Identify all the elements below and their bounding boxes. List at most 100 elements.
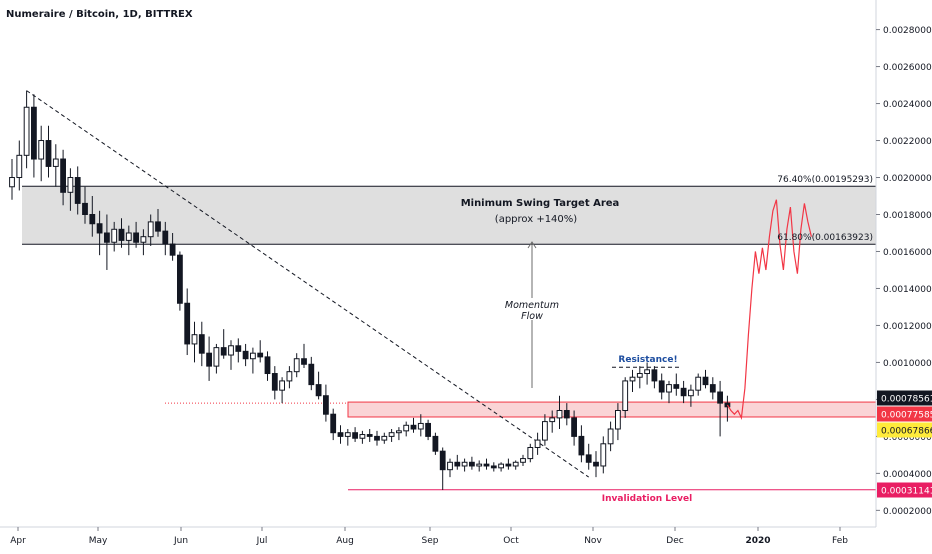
candle-body <box>447 461 453 471</box>
candle-body <box>31 106 37 160</box>
candle <box>9 159 15 200</box>
candle-body <box>695 376 702 391</box>
chart-title: Numeraire / Bitcoin, 1D, BITTREX <box>6 9 193 20</box>
candle <box>352 427 359 442</box>
candle-body <box>680 387 687 397</box>
y-tick-label: 0.00040000 <box>883 470 932 480</box>
candle-body <box>505 463 512 467</box>
candle-body <box>542 421 548 441</box>
candle-body <box>177 254 183 304</box>
candle-body <box>169 243 176 256</box>
candle <box>315 371 322 400</box>
candle <box>366 428 373 442</box>
candle <box>702 369 709 389</box>
candle-body <box>432 435 439 452</box>
candle-body <box>585 454 592 463</box>
target-zone-title: Minimum Swing Target Area <box>461 198 620 209</box>
candle <box>31 94 37 178</box>
candle-body <box>9 177 15 188</box>
price-badge <box>877 422 932 438</box>
candle-body <box>534 439 541 448</box>
candle-body <box>89 213 96 225</box>
candle-body <box>636 373 643 378</box>
y-tick-label: 0.00280000 <box>883 26 932 36</box>
candle <box>45 125 52 178</box>
candle-body <box>191 334 198 345</box>
candle <box>191 321 198 363</box>
candle <box>490 462 497 472</box>
candle <box>563 403 570 426</box>
candle-body <box>330 413 337 434</box>
candle <box>680 380 687 404</box>
x-tick-label: Apr <box>10 536 26 546</box>
candle-body <box>315 384 322 397</box>
candle <box>337 425 344 444</box>
y-tick-label: 0.00120000 <box>883 322 932 332</box>
candle <box>147 214 154 246</box>
candle <box>133 221 139 248</box>
y-tick-label: 0.00140000 <box>883 285 932 295</box>
candle <box>264 351 271 381</box>
candle-body <box>140 236 147 243</box>
candle-body <box>629 376 636 382</box>
candle <box>381 432 388 444</box>
candle-body <box>16 154 23 179</box>
candle <box>520 454 526 466</box>
candle-body <box>549 417 556 423</box>
candle-body <box>607 428 614 445</box>
candle <box>542 414 548 446</box>
candle-body <box>220 347 227 356</box>
candle <box>629 369 636 393</box>
x-tick-label: Aug <box>336 536 354 546</box>
candle <box>169 232 176 261</box>
candle-body <box>403 424 410 432</box>
candle-body <box>118 228 125 241</box>
candle-body <box>96 223 103 234</box>
price-badge <box>877 390 932 406</box>
resistance-label: Resistance! <box>618 355 677 365</box>
candle-body <box>658 380 665 393</box>
candle-body <box>374 435 380 441</box>
momentum-label-bg <box>505 298 559 320</box>
candle-body <box>439 450 446 471</box>
candle <box>279 377 286 404</box>
candle-body <box>242 350 249 360</box>
candle <box>23 90 30 169</box>
candle <box>476 460 483 472</box>
price-badge-label: 0.00067866 <box>881 427 932 437</box>
candle <box>447 458 453 478</box>
candle <box>118 218 125 248</box>
candle <box>96 210 103 256</box>
candle <box>162 221 169 256</box>
candle-body <box>512 461 519 467</box>
candle <box>615 403 621 441</box>
price-badge-label: 0.00078561 <box>881 395 932 405</box>
x-tick-label: Jul <box>256 536 268 546</box>
candle-body <box>125 232 132 241</box>
candle <box>417 414 424 437</box>
candle-body <box>206 352 212 367</box>
y-tick-label: 0.00260000 <box>883 63 932 73</box>
candle-body <box>133 232 139 243</box>
candle-body <box>388 432 395 437</box>
candle <box>67 168 74 211</box>
candle <box>432 432 439 455</box>
candle-body <box>337 432 344 437</box>
support-zone <box>347 401 877 418</box>
x-tick-label: Jun <box>173 536 188 546</box>
candle-body <box>673 384 680 389</box>
candle-body <box>651 369 658 382</box>
candle-body <box>717 391 724 404</box>
candle <box>410 417 417 433</box>
candle <box>250 347 256 374</box>
candle <box>498 462 505 472</box>
y-tick-label: 0.00160000 <box>883 248 932 258</box>
y-tick-label: 0.00240000 <box>883 100 932 110</box>
candle-body <box>60 158 67 193</box>
y-tick-label: 0.00180000 <box>883 211 932 221</box>
candle <box>125 225 132 256</box>
candle <box>425 419 432 441</box>
x-tick-label: Oct <box>503 536 519 546</box>
price-badge <box>877 482 932 498</box>
